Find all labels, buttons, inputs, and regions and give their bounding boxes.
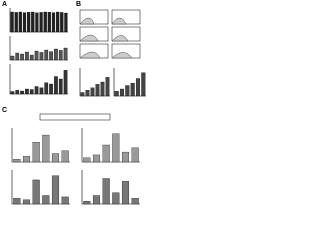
bar	[18, 11, 22, 33]
bar	[22, 199, 31, 205]
bar	[112, 192, 120, 205]
bar	[13, 198, 21, 205]
bar	[125, 85, 130, 97]
bar	[35, 12, 39, 33]
bar	[100, 81, 105, 97]
bar	[92, 195, 101, 205]
axis	[9, 64, 68, 95]
axis	[9, 8, 68, 33]
axis	[11, 170, 70, 205]
bar	[39, 12, 43, 33]
bar	[83, 157, 91, 163]
bar	[20, 53, 24, 61]
axis	[113, 68, 146, 97]
bar	[60, 12, 64, 33]
axis	[79, 68, 110, 97]
axis	[81, 128, 140, 163]
bar	[83, 201, 91, 205]
bar	[42, 195, 50, 205]
bar	[29, 89, 34, 95]
bar	[34, 50, 39, 61]
bar	[15, 52, 20, 61]
bar	[51, 153, 60, 163]
bar	[61, 150, 69, 163]
bar	[54, 48, 58, 61]
bar	[47, 12, 51, 33]
bar	[102, 144, 110, 163]
bar	[20, 90, 24, 95]
bar	[130, 83, 135, 97]
bar	[43, 11, 47, 33]
bar	[27, 12, 31, 33]
bar	[44, 82, 49, 95]
bar	[56, 11, 60, 33]
bar	[25, 51, 29, 61]
bar	[63, 70, 68, 95]
bar	[22, 12, 27, 33]
bar	[34, 86, 39, 95]
bar	[135, 78, 141, 97]
bar	[15, 90, 20, 95]
bar	[39, 87, 44, 95]
panel-label: B	[76, 1, 81, 8]
axis	[9, 36, 68, 61]
bar	[25, 88, 29, 95]
bar	[131, 147, 139, 163]
bar	[121, 151, 130, 163]
bar	[49, 83, 53, 95]
bar	[131, 198, 139, 205]
bar	[13, 159, 21, 163]
bar	[114, 91, 119, 97]
bar	[80, 92, 85, 97]
bar	[95, 84, 100, 97]
bar	[63, 47, 68, 61]
bar	[51, 12, 56, 33]
axis	[81, 170, 140, 205]
axis	[11, 128, 70, 163]
histogram-grid	[79, 9, 141, 59]
figure: A B C	[2, 1, 146, 205]
bar	[119, 88, 125, 97]
bar	[49, 51, 53, 61]
bar	[105, 77, 110, 97]
header-box	[39, 113, 111, 121]
bar	[121, 181, 130, 205]
bar	[31, 11, 35, 33]
bar	[90, 87, 95, 97]
bar	[32, 142, 40, 163]
bar	[54, 76, 58, 95]
bar	[112, 133, 120, 163]
bar	[64, 12, 68, 33]
bar	[102, 178, 110, 205]
bar	[61, 196, 69, 205]
bar	[10, 55, 15, 61]
bar	[58, 78, 63, 95]
bar	[22, 156, 31, 163]
bar	[29, 54, 34, 61]
bar	[39, 52, 44, 61]
bar	[51, 175, 60, 205]
bar	[10, 11, 14, 33]
bar	[85, 90, 90, 97]
bar	[32, 179, 40, 205]
bar	[141, 72, 146, 97]
bar	[10, 91, 15, 95]
bar	[58, 50, 63, 61]
bar	[14, 12, 18, 33]
panel-label: A	[2, 1, 7, 8]
bar	[42, 134, 50, 163]
bar	[44, 49, 49, 61]
panel-label: C	[2, 107, 7, 114]
bar	[92, 154, 101, 163]
